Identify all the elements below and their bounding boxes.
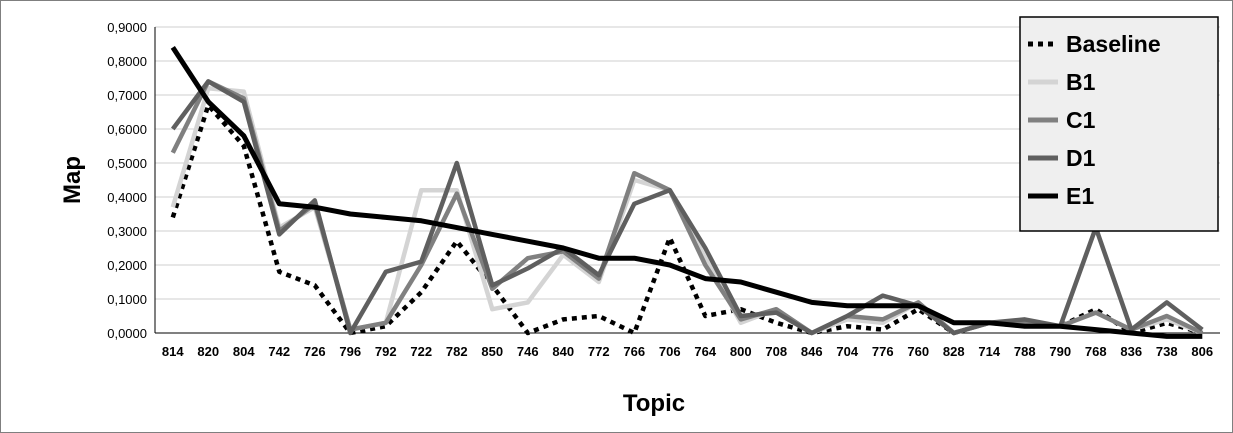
- y-tick-label: 0,6000: [107, 122, 147, 137]
- y-tick-label: 0,9000: [107, 20, 147, 35]
- x-tick-label: 714: [978, 344, 1000, 359]
- y-tick-label: 0,3000: [107, 224, 147, 239]
- x-tick-label: 726: [304, 344, 326, 359]
- y-tick-label: 0,5000: [107, 156, 147, 171]
- series-line-e1: [170, 46, 1203, 339]
- x-tick-label: 706: [659, 344, 681, 359]
- x-tick-label: 746: [517, 344, 539, 359]
- x-tick-label: 840: [552, 344, 574, 359]
- x-tick-label: 804: [233, 344, 255, 359]
- legend-label-d1: D1: [1066, 145, 1096, 171]
- y-axis-title: Map: [59, 156, 86, 204]
- legend-label-b1: B1: [1066, 69, 1096, 95]
- series-line-baseline: [170, 102, 1203, 336]
- x-tick-label: 796: [339, 344, 361, 359]
- x-tick-label: 738: [1156, 344, 1178, 359]
- x-tick-label: 708: [765, 344, 787, 359]
- x-axis-ticks: 814 820 804 742 726 796 792 722 782 850 746 840 772 7…: [162, 344, 1213, 359]
- x-tick-label: 704: [836, 344, 858, 359]
- x-tick-label: 790: [1049, 344, 1071, 359]
- x-tick-label: 820: [197, 344, 219, 359]
- x-tick-label: 776: [872, 344, 894, 359]
- legend-label-c1: C1: [1066, 107, 1096, 133]
- x-tick-label: 800: [730, 344, 752, 359]
- x-tick-label: 836: [1120, 344, 1142, 359]
- y-tick-label: 0,7000: [107, 88, 147, 103]
- y-tick-label: 0,8000: [107, 54, 147, 69]
- y-axis-ticks: 0,0000 0,1000 0,2000 0,3000 0,4000 0,5000 0,60…: [107, 20, 147, 341]
- x-tick-label: 828: [943, 344, 965, 359]
- x-tick-label: 742: [268, 344, 290, 359]
- x-tick-label: 768: [1085, 344, 1107, 359]
- x-tick-label: 766: [623, 344, 645, 359]
- legend-label-e1: E1: [1066, 183, 1094, 209]
- y-tick-label: 0,0000: [107, 326, 147, 341]
- legend-label-baseline: Baseline: [1066, 31, 1161, 57]
- y-tick-label: 0,2000: [107, 258, 147, 273]
- x-tick-label: 760: [907, 344, 929, 359]
- series-lines: [170, 46, 1204, 339]
- series-line-d1: [170, 79, 1204, 336]
- x-tick-label: 806: [1191, 344, 1213, 359]
- x-tick-label: 722: [410, 344, 432, 359]
- x-tick-label: 788: [1014, 344, 1036, 359]
- x-tick-label: 814: [162, 344, 184, 359]
- x-tick-label: 772: [588, 344, 610, 359]
- x-tick-label: 850: [481, 344, 503, 359]
- x-tick-label: 792: [375, 344, 397, 359]
- legend: Baseline B1 C1 D1 E1: [1019, 16, 1219, 232]
- x-axis-title: Topic: [623, 390, 685, 417]
- y-tick-label: 0,4000: [107, 190, 147, 205]
- x-tick-label: 846: [801, 344, 823, 359]
- y-tick-label: 0,1000: [107, 292, 147, 307]
- x-tick-label: 782: [446, 344, 468, 359]
- x-tick-label: 764: [694, 344, 716, 359]
